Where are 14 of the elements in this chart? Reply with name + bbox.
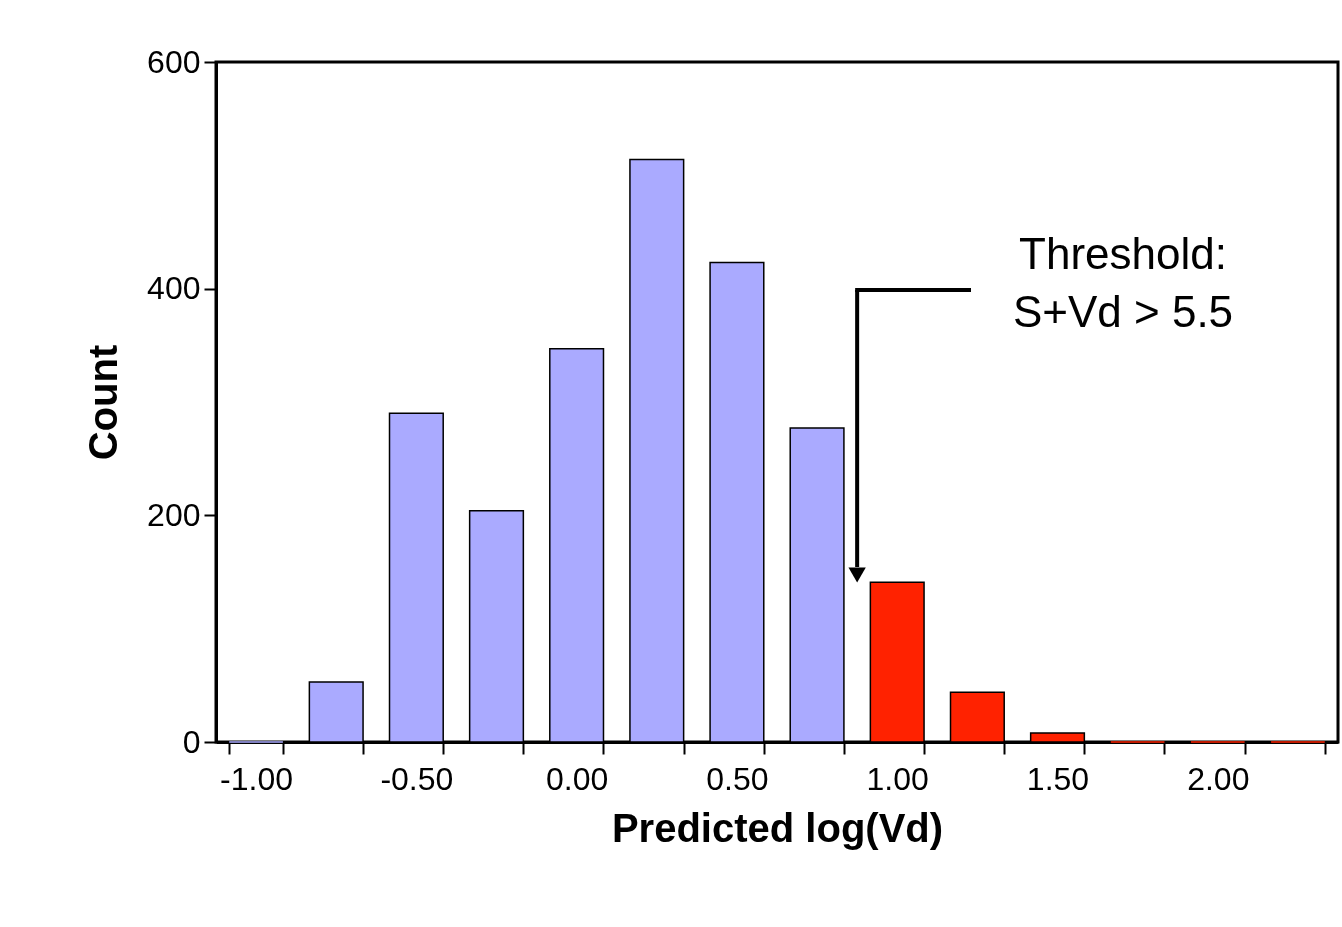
x-tick-label: 1.50	[1026, 760, 1090, 797]
x-tick-label: 1.00	[866, 760, 929, 797]
x-tick-label: 2.00	[1187, 760, 1250, 797]
x-tick-label: 0.50	[706, 760, 769, 797]
y-tick-label: 400	[147, 270, 201, 307]
x-tick-label: 0.00	[546, 760, 609, 797]
x-tick-label: -0.50	[380, 760, 454, 797]
x-tick-label: -1.00	[220, 760, 294, 797]
y-tick-label: 600	[147, 43, 201, 80]
x-axis-title: Predicted log(Vd)	[611, 805, 944, 850]
annotation: Threshold: S+Vd > 5.5	[1012, 229, 1234, 336]
y-axis-title: Count	[81, 344, 126, 461]
y-tick-label: 200	[147, 496, 201, 533]
y-tick-label: 0	[182, 723, 201, 760]
